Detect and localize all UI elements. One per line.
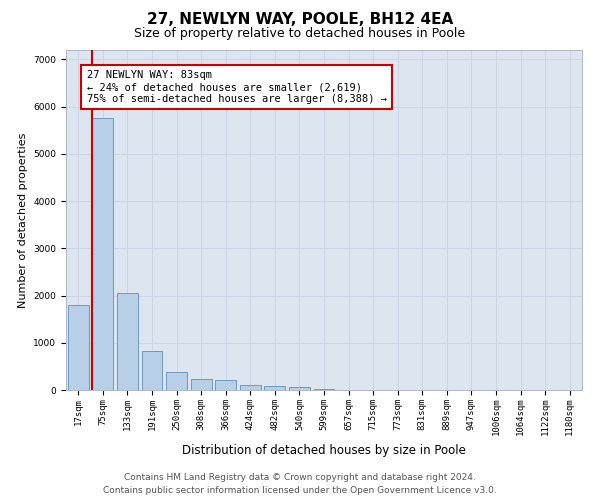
Bar [166, 372, 187, 390]
Bar [215, 380, 236, 390]
Bar [265, 386, 286, 390]
Bar [314, 388, 334, 390]
Y-axis label: Number of detached properties: Number of detached properties [18, 132, 28, 308]
Bar [289, 388, 310, 390]
Text: Contains HM Land Registry data © Crown copyright and database right 2024.
Contai: Contains HM Land Registry data © Crown c… [103, 474, 497, 495]
X-axis label: Distribution of detached houses by size in Poole: Distribution of detached houses by size … [182, 444, 466, 456]
Bar [92, 118, 113, 390]
Bar [191, 378, 212, 390]
Text: Size of property relative to detached houses in Poole: Size of property relative to detached ho… [134, 28, 466, 40]
Bar [240, 385, 261, 390]
Bar [68, 305, 89, 390]
Text: 27 NEWLYN WAY: 83sqm
← 24% of detached houses are smaller (2,619)
75% of semi-de: 27 NEWLYN WAY: 83sqm ← 24% of detached h… [86, 70, 386, 104]
Bar [117, 292, 138, 390]
Text: 27, NEWLYN WAY, POOLE, BH12 4EA: 27, NEWLYN WAY, POOLE, BH12 4EA [147, 12, 453, 28]
Bar [142, 351, 163, 390]
